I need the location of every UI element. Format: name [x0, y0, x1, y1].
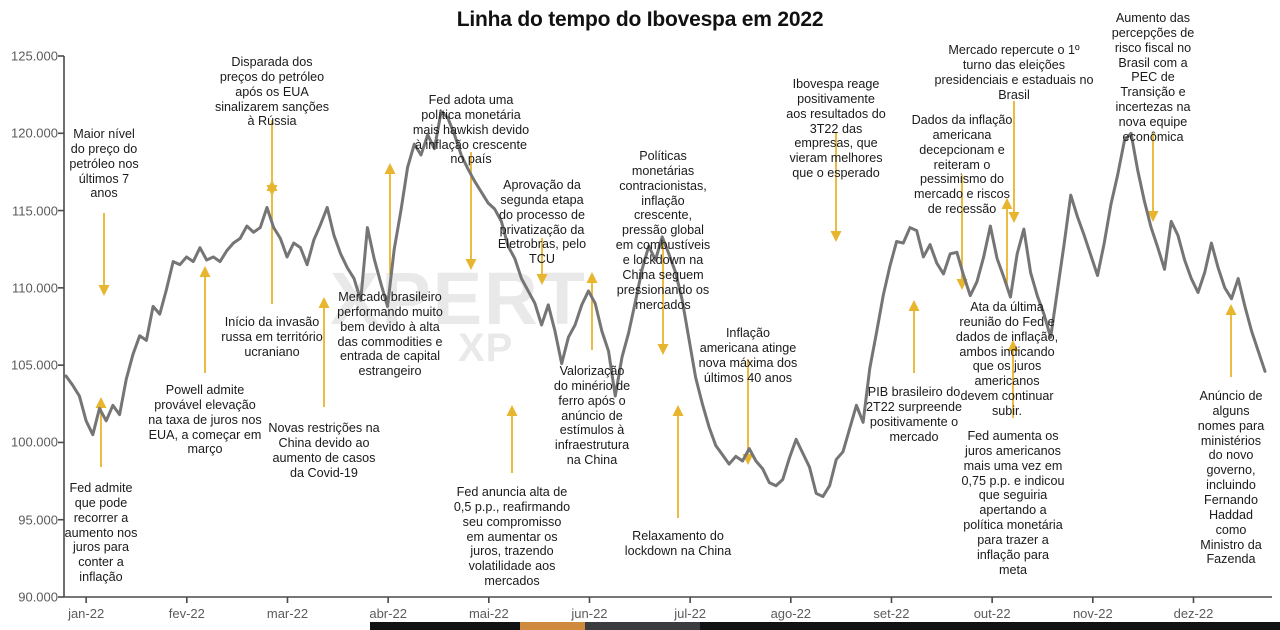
x-axis-tick-jan-22: jan-22 [68, 606, 105, 621]
annotation-mercado-repercute-1turno: Mercado repercute o 1º turno das eleiçõe… [934, 43, 1094, 102]
arrow-disparada-precos-petroleo [266, 120, 278, 196]
bottom-bar-accent-secondary [585, 622, 700, 630]
page-title: Linha do tempo do Ibovespa em 2022 [456, 8, 824, 31]
x-axis-tick-jun-22: jun-22 [571, 606, 608, 621]
arrow-relaxamento-lockdown-china [672, 405, 684, 518]
annotation-powell-admite-elevacao: Powell admite provável elevação na taxa … [148, 383, 262, 457]
annotation-fed-admite-aumento-juros: Fed admite que pode recorrer a aumento n… [64, 481, 138, 585]
annotation-ibovespa-reage-3t22: Ibovespa reage positivamente aos resulta… [786, 77, 886, 181]
ibovespa-series-line [64, 110, 1267, 499]
annotation-inicio-invasao-russa: Início da invasão russa em território uc… [221, 315, 323, 359]
x-axis-tick-fev-22: fev-22 [168, 606, 205, 621]
arrow-pib-brasileiro-2t22 [908, 300, 920, 373]
arrow-fed-politica-hawkish [465, 152, 477, 270]
x-axis-tick-ago-22: ago-22 [770, 606, 812, 621]
annotation-inflacao-americana-maxima: Inflação americana atinge nova máxima do… [698, 326, 798, 385]
arrow-aumento-percepcoes-risco-fiscal [1147, 133, 1159, 222]
annotation-dados-inflacao-americana: Dados da inflação americana decepcionam … [911, 113, 1013, 217]
annotation-disparada-precos-petroleo: Disparada dos preços do petróleo após os… [214, 55, 330, 129]
arrow-ibovespa-reage-3t22 [830, 132, 842, 242]
arrow-inicio-invasao-russa [266, 180, 278, 304]
arrow-mercado-brasileiro-performando [384, 163, 396, 275]
annotation-fed-anuncia-alta-05pp: Fed anuncia alta de 0,5 p.p., reafirmand… [453, 485, 571, 589]
annotation-fed-politica-hawkish: Fed adota uma política monetária mais ha… [412, 93, 530, 167]
y-axis-tick-115000: 115.000 [11, 203, 58, 219]
annotation-arrows [95, 101, 1237, 518]
bottom-bar-accent [520, 622, 585, 630]
y-axis-tick-105000: 105.000 [11, 357, 58, 373]
arrow-fed-aumenta-juros-075pp [1007, 340, 1019, 418]
chart-axes [58, 55, 1272, 603]
annotation-novas-restricoes-china: Novas restrições na China devido ao aume… [268, 421, 380, 480]
arrow-powell-admite-elevacao [199, 266, 211, 373]
arrow-mercado-repercute-1turno [1008, 101, 1020, 223]
y-axis-tick-125000: 125.000 [11, 48, 58, 64]
annotation-valorizacao-minerio-ferro: Valorização do minério de ferro após o a… [553, 364, 631, 468]
annotation-maior-nivel-petroleo: Maior nível do preço do petróleo nos últ… [69, 127, 139, 201]
y-axis-tick-100000: 100.000 [11, 434, 58, 450]
x-axis-tick-abr-22: abr-22 [369, 606, 407, 621]
x-axis-tick-nov-22: nov-22 [1072, 606, 1113, 621]
arrow-valorizacao-minerio-ferro [586, 272, 598, 350]
annotation-politicas-monetarias-contracionistas: Políticas monetárias contracionistas, in… [615, 149, 711, 312]
annotation-ata-ultima-reuniao-fed: Ata da última reunião do Fed e dados de … [955, 300, 1059, 419]
bottom-bar [370, 622, 1280, 630]
arrow-anuncio-nomes-ministerios [1225, 304, 1237, 377]
arrow-novas-restricoes-china [318, 297, 330, 407]
annotation-pib-brasileiro-2t22: PIB brasileiro do 2T22 surpreende positi… [866, 385, 962, 444]
annotation-fed-aumenta-juros-075pp: Fed aumenta os juros americanos mais uma… [961, 429, 1065, 577]
arrow-fed-anuncia-alta-05pp [506, 405, 518, 473]
x-axis-tick-mai-22: mai-22 [468, 606, 509, 621]
arrow-aprovacao-eletrobras [536, 238, 548, 285]
arrow-fed-admite-aumento-juros [95, 397, 107, 467]
annotation-aumento-percepcoes-risco-fiscal: Aumento das percepções de risco fiscal n… [1111, 11, 1195, 144]
annotation-aprovacao-eletrobras: Aprovação da segunda etapa do processo d… [497, 178, 587, 267]
arrow-ata-ultima-reuniao-fed [1001, 198, 1013, 288]
x-axis-tick-dez-22: dez-22 [1173, 606, 1214, 621]
x-axis-tick-out-22: out-22 [973, 606, 1011, 621]
annotation-anuncio-nomes-ministerios: Anúncio de alguns nomes para ministérios… [1197, 389, 1265, 567]
arrow-politicas-monetarias-contracionistas [657, 238, 669, 355]
y-axis-tick-95000: 95.000 [18, 512, 58, 528]
x-axis-tick-mar-22: mar-22 [266, 606, 309, 621]
y-axis-tick-120000: 120.000 [11, 125, 58, 141]
annotation-mercado-brasileiro-performando: Mercado brasileiro performando muito bem… [337, 290, 443, 379]
annotation-relaxamento-lockdown-china: Relaxamento do lockdown na China [624, 529, 732, 558]
y-axis-tick-110000: 110.000 [11, 280, 58, 296]
y-axis-tick-90000: 90.000 [18, 589, 58, 605]
x-axis-tick-jul-22: jul-22 [674, 606, 707, 621]
arrow-maior-nivel-petroleo [98, 213, 110, 296]
x-axis-tick-set-22: set-22 [873, 606, 910, 621]
